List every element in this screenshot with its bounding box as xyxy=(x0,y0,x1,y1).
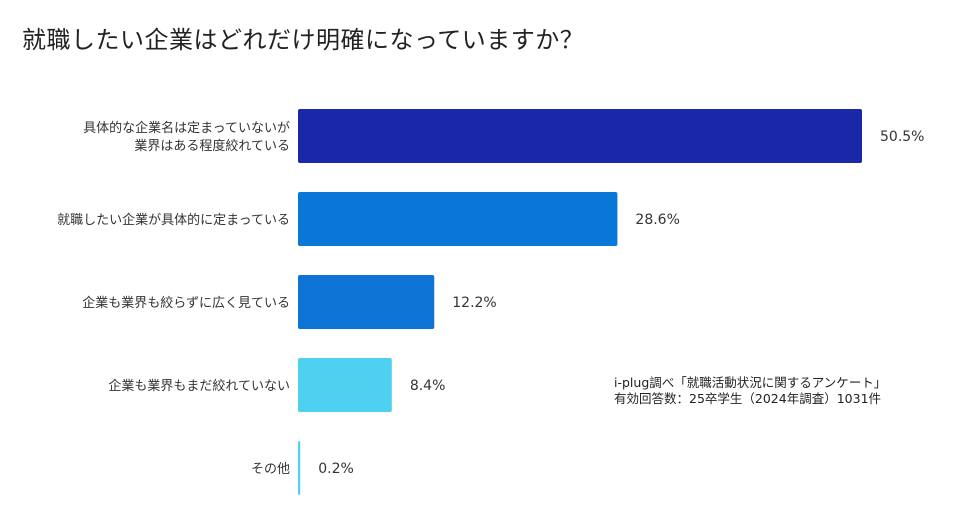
value-label-4: 8.4% xyxy=(410,378,446,394)
bar-4 xyxy=(298,358,392,412)
category-label-1-line-1: 具体的な企業名は定まっていないが xyxy=(83,120,290,136)
category-label-1-line-2: 業界はある程度絞れている xyxy=(134,138,290,154)
source-note: i-plug調べ「就職活動状況に関するアンケート」 有効回答数：25卒学生（20… xyxy=(614,375,886,407)
source-line-2: 有効回答数：25卒学生（2024年調査）1031件 xyxy=(614,391,882,406)
bar-5 xyxy=(298,441,301,495)
category-label-4: 企業も業界もまだ絞れていない xyxy=(108,378,290,394)
value-label-2: 28.6% xyxy=(635,212,679,228)
category-label-5: その他 xyxy=(251,462,290,477)
value-label-3: 12.2% xyxy=(452,295,496,311)
source-line-1: i-plug調べ「就職活動状況に関するアンケート」 xyxy=(614,375,887,390)
chart-title: 就職したい企業はどれだけ明確になっていますか？ xyxy=(22,26,585,54)
bar-1 xyxy=(298,109,862,163)
bar-2 xyxy=(298,192,618,246)
value-label-5: 0.2% xyxy=(318,461,354,477)
category-label-2: 就職したい企業が具体的に定まっている xyxy=(57,212,290,228)
bar-3 xyxy=(298,275,435,329)
value-label-1: 50.5% xyxy=(880,129,924,145)
category-label-3: 企業も業界も絞らずに広く見ている xyxy=(82,295,290,311)
